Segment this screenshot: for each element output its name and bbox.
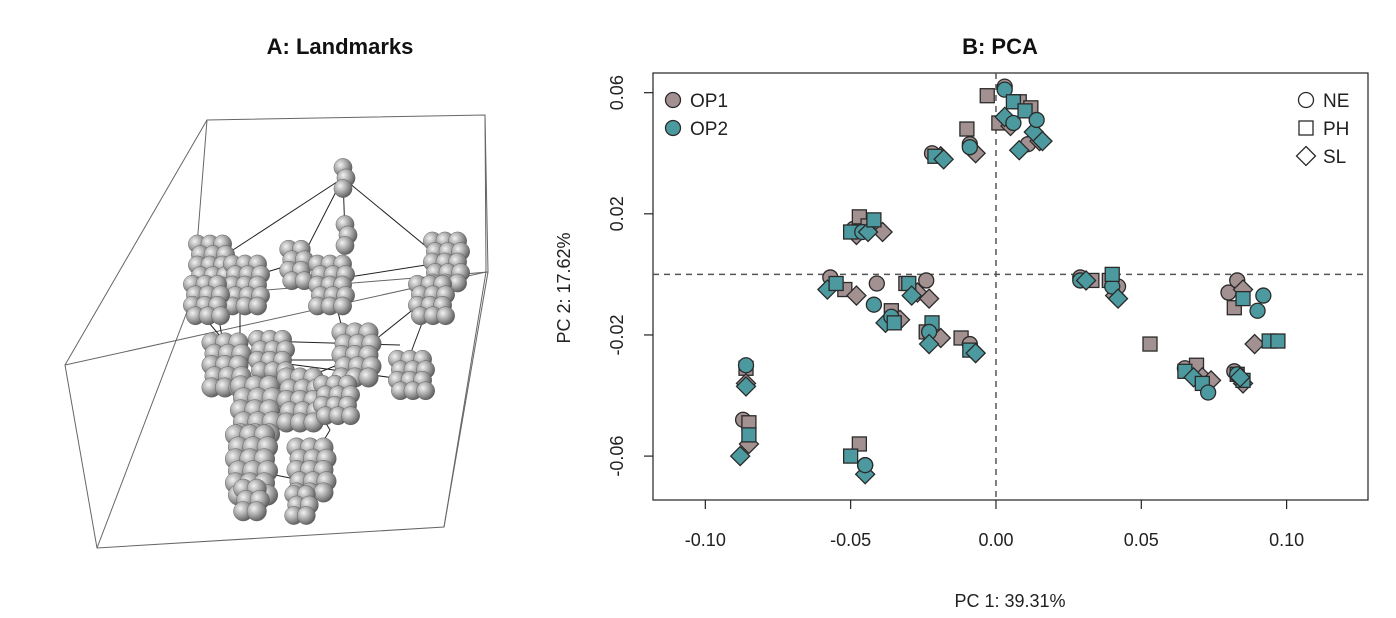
data-points [729,78,1286,485]
landmark-spheres [183,158,470,525]
legend-marker-op1 [664,91,682,109]
x-axis: -0.10 -0.05 0.00 0.05 0.10 [685,500,1304,550]
legend-label: NE [1323,91,1349,112]
data-point-op1 [918,272,935,289]
data-point-op2 [918,333,940,355]
data-point-op1 [918,288,940,310]
y-tick-label: -0.02 [607,314,627,355]
bounding-box [64,114,489,549]
data-point-op2 [996,81,1013,98]
x-tick-label: -0.05 [830,530,871,550]
data-point-op2 [729,445,751,467]
data-point-op2 [1270,333,1286,349]
y-tick-label: -0.06 [607,436,627,477]
pca-chart: -0.10 -0.05 0.00 0.05 0.10 -0.06 -0.02 0.02 0.0… [554,72,1369,611]
data-point-op2 [1075,270,1097,291]
data-point-op2 [1028,111,1045,129]
data-point-op2 [1255,287,1272,304]
legend-marker-ne [1297,91,1315,109]
legend-marker-ph [1298,120,1314,136]
data-point-op2 [1005,114,1022,132]
x-tick-label: -0.10 [685,530,726,550]
y-tick-label: 0.02 [607,196,627,231]
data-point-op2 [735,376,757,397]
data-point-op2 [1107,288,1129,310]
data-point-op2 [1104,266,1120,283]
data-point-op2 [1249,302,1266,319]
x-axis-label: PC 1: 39.31% [954,591,1065,611]
legend-marker-sl [1295,145,1317,167]
data-point-op2 [933,148,955,170]
data-point-op2 [737,357,755,374]
data-point-op1 [959,121,975,137]
data-point-op2 [842,448,859,464]
x-tick-label: 0.00 [978,530,1013,550]
legend-shape: NE PH SL [1295,91,1349,168]
data-point-op1 [846,285,867,307]
data-point-op2 [1235,290,1251,307]
data-point-op1 [1142,336,1158,352]
panel-a-title: A: Landmarks [266,34,414,59]
data-point-op1 [1244,333,1266,355]
data-point-op2 [865,296,883,313]
data-point-op1 [851,436,868,452]
legend-label: OP1 [690,91,728,112]
x-tick-label: 0.10 [1269,530,1304,550]
legend-label: OP2 [690,119,728,140]
data-point-op2 [1199,384,1217,401]
data-point-op2 [1229,366,1251,388]
data-point-op2 [857,457,874,474]
plot-frame [652,72,1369,501]
data-point-op1 [979,88,995,104]
data-point-op2 [741,427,757,443]
data-point-op2 [961,139,978,156]
data-point-op2 [1008,139,1030,161]
legend-label: SL [1323,147,1346,168]
panel-b-title: B: PCA [962,34,1038,59]
landmarks-3d-illustration [64,114,489,549]
data-point-op2 [886,315,902,331]
data-point-op2 [1032,130,1053,152]
legend-marker-op2 [664,119,682,137]
data-point-op2 [1005,94,1022,110]
data-point-op2 [1017,103,1033,119]
data-point-op2 [965,342,987,364]
y-axis-label: PC 2: 17.62% [554,232,574,343]
data-point-op2 [866,212,882,228]
legend-label: PH [1323,119,1349,140]
x-tick-label: 0.05 [1124,530,1159,550]
data-point-op2 [901,285,923,307]
data-point-op1 [868,275,885,292]
y-axis: -0.06 -0.02 0.02 0.06 [607,75,653,477]
data-point-op2 [828,275,844,292]
y-tick-label: 0.06 [607,75,627,110]
